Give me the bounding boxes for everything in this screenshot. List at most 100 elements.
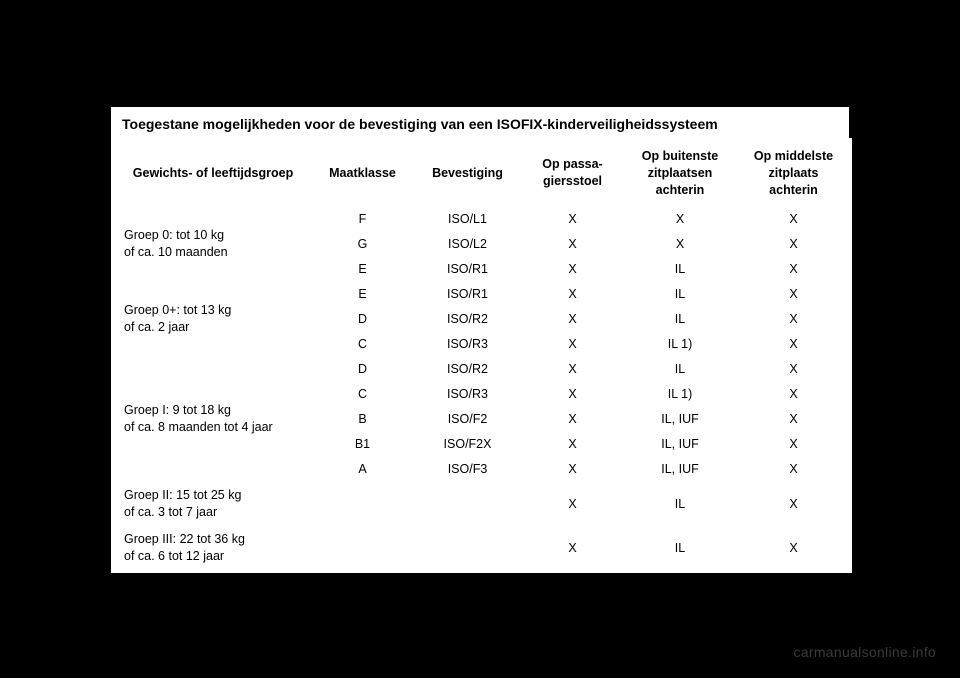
cell-c4: X [523,406,623,431]
group-cell-1-l1: Groep I: 9 tot 18 kg [124,403,231,417]
col-header-center-rear-l1: Op middelste [754,149,833,163]
cell-c6: X [738,281,851,306]
cell-c4: X [523,206,623,231]
table-row: Groep 0+: tot 13 kg of ca. 2 jaar E ISO/… [113,281,851,306]
table-row: Groep 0: tot 10 kg of ca. 10 maanden F I… [113,206,851,231]
col-header-center-rear-l2: zitplaats [768,166,818,180]
group-cell-3: Groep III: 22 tot 36 kg of ca. 6 tot 12 … [113,526,313,572]
cell-mk: E [313,281,413,306]
cell-bev: ISO/R3 [413,381,523,406]
cell-c4: X [523,256,623,281]
cell-c4: X [523,381,623,406]
group-cell-3-l1: Groep III: 22 tot 36 kg [124,532,245,546]
cell-c5: IL, IUF [623,431,738,456]
table-title: Toegestane mogelijkheden voor de bevesti… [111,107,849,138]
cell-c6: X [738,481,851,526]
cell-c6: X [738,256,851,281]
table-container: Toegestane mogelijkheden voor de bevesti… [111,107,849,573]
cell-bev: ISO/R1 [413,256,523,281]
col-header-group: Gewichts- of leeftijdsgroep [113,140,313,207]
cell-c4: X [523,481,623,526]
cell-c5: IL [623,281,738,306]
cell-c5: IL, IUF [623,456,738,481]
group-cell-2: Groep II: 15 tot 25 kg of ca. 3 tot 7 ja… [113,481,313,526]
cell-bev: ISO/F3 [413,456,523,481]
table-row: Groep III: 22 tot 36 kg of ca. 6 tot 12 … [113,526,851,572]
cell-c4: X [523,331,623,356]
group-cell-1-l2: of ca. 8 maanden tot 4 jaar [124,420,273,434]
cell-c6: X [738,231,851,256]
cell-mk: D [313,306,413,331]
cell-c6: X [738,306,851,331]
col-header-fixture: Bevestiging [413,140,523,207]
group-cell-0plus-l2: of ca. 2 jaar [124,320,189,334]
watermark-text: carmanualsonline.info [794,644,937,660]
cell-bev: ISO/R2 [413,356,523,381]
cell-c6: X [738,406,851,431]
cell-c5: IL [623,256,738,281]
cell-c5: X [623,231,738,256]
cell-bev: ISO/R1 [413,281,523,306]
cell-mk: C [313,331,413,356]
cell-c5: IL, IUF [623,406,738,431]
col-header-outer-rear-l3: achterin [656,183,705,197]
cell-c6: X [738,206,851,231]
col-header-center-rear-l3: achterin [769,183,818,197]
cell-c4: X [523,356,623,381]
cell-mk: G [313,231,413,256]
cell-c4: X [523,281,623,306]
cell-bev: ISO/R2 [413,306,523,331]
cell-c5: IL [623,481,738,526]
cell-bev [413,481,523,526]
col-header-passenger-l2: giersstoel [543,174,602,188]
cell-mk: F [313,206,413,231]
col-header-outer-rear-l1: Op buitenste [642,149,718,163]
group-cell-1: Groep I: 9 tot 18 kg of ca. 8 maanden to… [113,356,313,481]
cell-c6: X [738,381,851,406]
cell-c4: X [523,431,623,456]
table-row: Groep I: 9 tot 18 kg of ca. 8 maanden to… [113,356,851,381]
group-cell-2-l2: of ca. 3 tot 7 jaar [124,505,217,519]
col-header-outer-rear: Op buitenste zitplaatsen achterin [623,140,738,207]
cell-bev: ISO/F2 [413,406,523,431]
cell-mk [313,526,413,572]
cell-c6: X [738,356,851,381]
cell-c6: X [738,331,851,356]
col-header-outer-rear-l2: zitplaatsen [648,166,713,180]
cell-c4: X [523,456,623,481]
cell-c4: X [523,306,623,331]
cell-mk: D [313,356,413,381]
col-header-passenger: Op passa- giersstoel [523,140,623,207]
table-header-row: Gewichts- of leeftijdsgroep Maatklasse B… [113,140,851,207]
col-header-passenger-l1: Op passa- [542,157,602,171]
cell-c5: X [623,206,738,231]
cell-mk: B [313,406,413,431]
group-cell-0-l2: of ca. 10 maanden [124,245,228,259]
cell-c4: X [523,231,623,256]
cell-c5: IL [623,356,738,381]
cell-mk: C [313,381,413,406]
isofix-table: Gewichts- of leeftijdsgroep Maatklasse B… [111,138,852,573]
cell-c5: IL 1) [623,331,738,356]
table-row: Groep II: 15 tot 25 kg of ca. 3 tot 7 ja… [113,481,851,526]
group-cell-0-l1: Groep 0: tot 10 kg [124,228,224,242]
group-cell-0plus-l1: Groep 0+: tot 13 kg [124,303,231,317]
cell-c5: IL 1) [623,381,738,406]
cell-bev [413,526,523,572]
cell-c6: X [738,431,851,456]
cell-mk: E [313,256,413,281]
cell-mk: B1 [313,431,413,456]
cell-bev: ISO/L1 [413,206,523,231]
cell-mk [313,481,413,526]
group-cell-0: Groep 0: tot 10 kg of ca. 10 maanden [113,206,313,281]
group-cell-0plus: Groep 0+: tot 13 kg of ca. 2 jaar [113,281,313,356]
col-header-size: Maatklasse [313,140,413,207]
group-cell-2-l1: Groep II: 15 tot 25 kg [124,488,241,502]
cell-bev: ISO/F2X [413,431,523,456]
cell-c6: X [738,526,851,572]
cell-bev: ISO/L2 [413,231,523,256]
col-header-center-rear: Op middelste zitplaats achterin [738,140,851,207]
cell-c4: X [523,526,623,572]
cell-bev: ISO/R3 [413,331,523,356]
cell-c5: IL [623,306,738,331]
